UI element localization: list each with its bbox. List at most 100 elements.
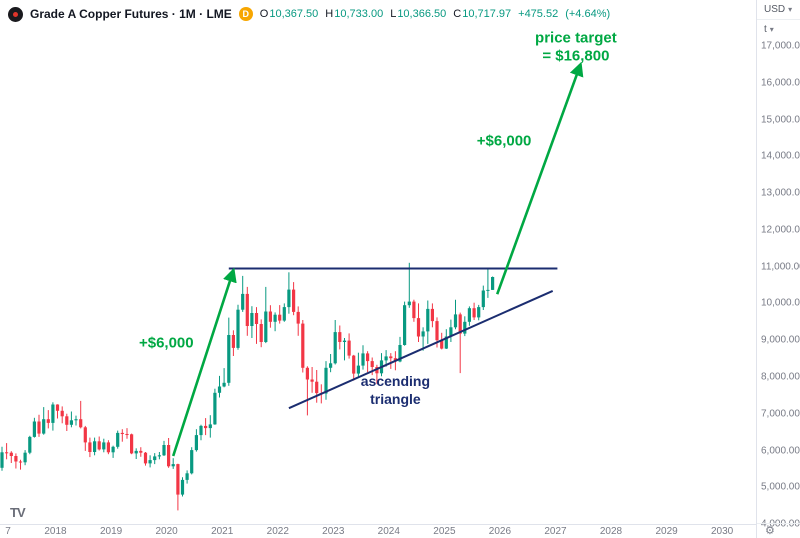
candles [0, 262, 495, 511]
candle-body [213, 392, 217, 425]
candle-body [449, 327, 453, 337]
candle-body [139, 450, 143, 453]
candle-body [134, 450, 138, 454]
chart-svg[interactable]: +$6,000 +$6,000 price target = $16,800 ascen… [0, 28, 756, 524]
candle-body [204, 425, 208, 429]
candle-body [231, 335, 235, 348]
price-axis-label: 9,000.00 [761, 334, 800, 346]
unit-label: t [764, 24, 767, 35]
candle-body [88, 442, 92, 452]
symbol-title[interactable]: Grade A Copper Futures · 1M · LME [30, 7, 232, 21]
chart-canvas[interactable]: +$6,000 +$6,000 price target = $16,800 ascen… [0, 28, 756, 529]
candle-body [143, 452, 148, 464]
candle-body [287, 289, 291, 308]
time-axis-label: 2023 [322, 526, 345, 537]
candle-body [453, 314, 458, 328]
gear-icon[interactable]: ⚙ [765, 524, 775, 537]
chart-annotation-text[interactable]: ascending triangle [361, 373, 430, 407]
candle-body [241, 293, 245, 310]
candle-body [416, 318, 421, 337]
candle-body [153, 456, 157, 461]
candle-body [23, 452, 27, 463]
chart-annotation-text[interactable]: price target = $16,800 [535, 29, 617, 64]
candle-body [42, 419, 46, 434]
close-value: 10,717.97 [462, 8, 512, 20]
candle-body [167, 445, 171, 467]
candle-body [342, 340, 347, 342]
chart-annotation-text[interactable]: +$6,000 [139, 335, 194, 352]
ohlc-high: H 10,733.00 [325, 8, 383, 20]
candle-body [116, 432, 120, 447]
delayed-data-badge[interactable]: D [238, 7, 253, 21]
candle-body [208, 424, 212, 429]
candle-body [259, 324, 263, 342]
candle-body [194, 435, 198, 451]
candle-body [366, 353, 370, 362]
price-axis-label: 13,000.00 [761, 187, 800, 199]
candle-body [74, 419, 78, 421]
candle-body [338, 332, 342, 342]
candle-body [0, 452, 4, 468]
tradingview-logo[interactable]: TV [10, 505, 26, 520]
time-axis-label: 2030 [710, 526, 734, 537]
candle-body [199, 425, 203, 436]
candle-body [435, 321, 439, 341]
candle-body [407, 301, 411, 306]
trend-arrow[interactable] [495, 61, 584, 295]
time-axis-label: 2027 [544, 526, 567, 537]
candle-body [333, 332, 337, 364]
price-axis-label: 17,000.00 [761, 40, 800, 52]
candle-body [111, 446, 115, 453]
open-value: 10,367.50 [269, 8, 319, 20]
ohlc-low: L 10,366.50 [390, 8, 446, 20]
candle-body [264, 311, 268, 342]
candle-body [180, 479, 185, 495]
candle-body [236, 309, 240, 348]
price-axis-label: 16,000.00 [761, 77, 800, 89]
candle-body [171, 464, 175, 467]
high-value: 10,733.00 [334, 8, 384, 20]
candle-body [190, 450, 194, 474]
price-axis-label: 12,000.00 [761, 224, 800, 236]
candle-body [310, 379, 314, 382]
candle-body [403, 305, 407, 345]
ohlc-values: O 10,367.50 H 10,733.00 L 10,366.50 C 10,717… [260, 8, 610, 20]
candlestick-chart[interactable]: +$6,000 +$6,000 price target = $16,800 ascen… [0, 28, 756, 524]
candle-body [5, 452, 9, 454]
candle-body [472, 308, 476, 318]
candle-body [278, 314, 282, 321]
price-axis-label: 5,000.00 [761, 481, 800, 493]
currency-selector[interactable]: USD ▾ [757, 0, 800, 20]
candle-body [18, 461, 23, 463]
time-axis-label: 2020 [155, 526, 178, 537]
price-axis-label: 15,000.00 [761, 114, 800, 125]
chart-header: Grade A Copper Futures · 1M · LME D O 10,… [0, 0, 756, 28]
candle-body [282, 307, 286, 321]
ascending-trendline[interactable] [288, 289, 554, 410]
price-axis[interactable]: USD ▾ t ▾ 17,000.00 16,000.00 15,000.00 14,… [756, 0, 800, 538]
candle-body [305, 367, 309, 380]
time-axis-label: 2029 [655, 526, 678, 537]
candle-body [162, 445, 166, 456]
candle-body [83, 427, 87, 443]
candle-body [324, 367, 328, 394]
low-label: L [390, 8, 397, 20]
low-value: 10,366.50 [397, 8, 447, 20]
change-percent: (+4.64%) [565, 8, 611, 20]
candle-body [93, 441, 97, 452]
candle-body [60, 410, 64, 417]
candle-body [444, 336, 448, 349]
candle-body [9, 452, 13, 456]
price-axis-label: 8,000.00 [761, 371, 800, 383]
candle-body [37, 421, 41, 434]
unit-selector[interactable]: t ▾ [757, 20, 800, 39]
time-axis-label: 2025 [433, 526, 456, 537]
price-axis-label: 6,000.00 [761, 445, 800, 456]
logo-dot [13, 11, 18, 17]
time-axis[interactable]: 7 2018 2019 2020 2021 2022 2023 2024 2025 2026 202… [0, 524, 756, 538]
trend-arrow[interactable] [171, 267, 237, 457]
chart-annotation-text[interactable]: +$6,000 [477, 132, 532, 149]
candle-body [120, 432, 124, 434]
candle-body [292, 289, 296, 312]
